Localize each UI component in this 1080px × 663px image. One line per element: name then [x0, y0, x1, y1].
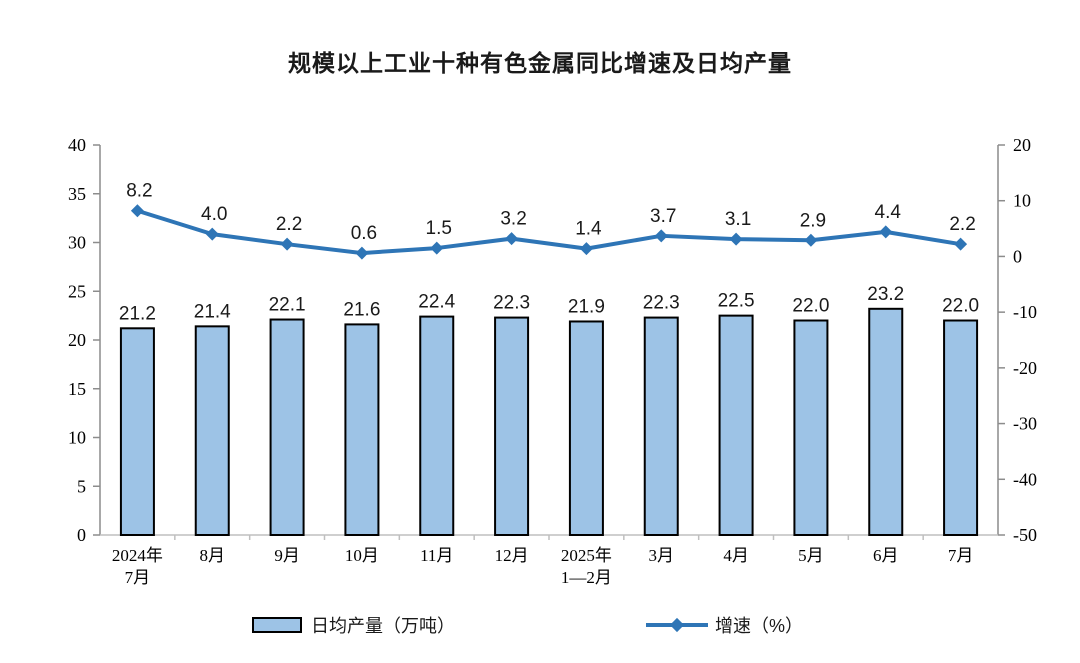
bar-value-label: 23.2 — [867, 284, 904, 305]
left-axis-tick-label: 40 — [68, 135, 86, 155]
bar — [494, 316, 530, 536]
bar — [194, 325, 230, 536]
bar — [943, 319, 979, 536]
left-axis-tick-label: 0 — [77, 525, 86, 545]
bar — [643, 316, 679, 536]
line-labels: 8.2 4.0 2.2 0.6 1.5 3.2 1.4 3.7 3.1 2.9 4.4 2.2 — [126, 181, 976, 244]
bar-series — [119, 307, 979, 536]
line-marker-diamond-icon — [729, 232, 743, 246]
line-marker-diamond-icon — [430, 241, 444, 255]
right-axis-tick-label: 0 — [1013, 246, 1022, 266]
right-axis-tick-label: 20 — [1013, 135, 1031, 155]
legend-bar-label: 日均产量（万吨） — [311, 616, 455, 636]
line-value-label: 0.6 — [351, 223, 377, 244]
line-value-label: 2.9 — [800, 210, 826, 231]
right-axis-tick-label: -30 — [1013, 414, 1037, 434]
legend-item-daily-output: 日均产量（万吨） — [252, 612, 455, 638]
growth-line — [135, 208, 963, 256]
x-category-label: 4月 — [723, 546, 749, 565]
line-marker-diamond-icon — [505, 232, 519, 246]
line-marker-diamond-icon — [579, 242, 593, 256]
x-category-label: 9月 — [274, 546, 300, 565]
chart-title: 规模以上工业十种有色金属同比增速及日均产量 — [288, 50, 792, 76]
left-axis: 0 5 10 15 20 25 30 35 40 — [68, 135, 101, 545]
right-axis-tick-label: -20 — [1013, 358, 1037, 378]
x-category-label: 11月 — [420, 546, 453, 565]
x-category-label: 10月 — [345, 546, 379, 565]
line-marker-diamond-icon — [669, 617, 685, 633]
legend: 日均产量（万吨） 增速（%） — [0, 612, 1080, 642]
bar-value-label: 22.1 — [269, 295, 306, 316]
right-axis-tick-label: -40 — [1013, 469, 1037, 489]
bar — [419, 315, 455, 536]
x-category-label: 6月 — [873, 546, 899, 565]
bar-value-label: 22.4 — [418, 292, 455, 313]
line-marker-diamond-icon — [654, 229, 668, 243]
x-category-label: 5月 — [798, 546, 824, 565]
legend-line-label: 增速（%） — [715, 616, 804, 636]
left-axis-tick-label: 35 — [68, 184, 86, 204]
line-value-label: 1.5 — [426, 218, 452, 239]
bar-value-label: 21.9 — [568, 296, 605, 317]
x-category-label: 2024年 7月 — [112, 546, 163, 587]
x-category-label: 2025年 1—2月 — [561, 546, 612, 587]
line-marker-diamond-icon — [879, 225, 893, 239]
right-axis-tick-label: 10 — [1013, 191, 1031, 211]
line-value-label: 1.4 — [575, 219, 602, 240]
combo-chart: 0 5 10 15 20 25 30 35 40 -50 -40 -30 -20 -10 0 10 20 2024… — [68, 135, 1037, 587]
bar-value-label: 22.0 — [942, 296, 979, 317]
line-marker-diamond-icon — [954, 237, 968, 251]
right-axis: -50 -40 -30 -20 -10 0 10 20 — [997, 135, 1037, 545]
bar — [568, 320, 604, 536]
left-axis-tick-label: 5 — [77, 476, 86, 496]
left-axis-tick-label: 15 — [68, 379, 86, 399]
bar-value-label: 22.3 — [643, 293, 680, 314]
line-value-label: 3.7 — [650, 206, 676, 227]
line-marker-diamond-icon — [280, 237, 294, 251]
bar — [793, 319, 829, 536]
x-category-label: 7月 — [948, 546, 974, 565]
line-value-label: 8.2 — [126, 181, 152, 202]
line-value-label: 2.2 — [949, 214, 975, 235]
bar-value-label: 22.5 — [718, 291, 755, 312]
bar — [119, 327, 155, 536]
right-axis-tick-label: -50 — [1013, 525, 1037, 545]
line-marker-diamond-icon — [130, 204, 144, 218]
bar-labels: 21.2 21.4 22.1 21.6 22.4 22.3 21.9 22.3 22.5 22.0… — [119, 284, 979, 325]
bar-series-swatch — [252, 617, 302, 633]
bar — [344, 323, 380, 536]
x-category-label: 8月 — [200, 546, 226, 565]
bar — [868, 307, 904, 536]
line-value-label: 2.2 — [276, 214, 302, 235]
line-value-label: 3.1 — [725, 209, 751, 230]
bar-value-label: 21.6 — [343, 299, 380, 320]
line-value-label: 4.0 — [201, 204, 227, 225]
left-axis-tick-label: 30 — [68, 233, 86, 253]
legend-item-growth-rate: 增速（%） — [646, 612, 803, 638]
x-category-labels: 2024年 7月 8月 9月 10月 11月 12月 2025年 1—2月 3月 4月 5月 6月 7月 — [112, 546, 973, 587]
x-category-label: 12月 — [495, 546, 529, 565]
x-axis — [100, 534, 998, 540]
line-marker-diamond-icon — [804, 233, 818, 247]
line-marker-diamond-icon — [205, 227, 219, 241]
bar-value-label: 21.4 — [194, 301, 231, 322]
x-category-label: 3月 — [649, 546, 675, 565]
line-value-label: 4.4 — [875, 202, 902, 223]
line-marker-diamond-icon — [355, 246, 369, 260]
line-markers — [130, 204, 968, 260]
bar-value-label: 22.0 — [792, 296, 829, 317]
bar — [269, 318, 305, 536]
left-axis-tick-label: 10 — [68, 428, 86, 448]
right-axis-tick-label: -10 — [1013, 302, 1037, 322]
line-value-label: 3.2 — [500, 209, 526, 230]
left-axis-tick-label: 25 — [68, 281, 86, 301]
line-series-swatch — [646, 617, 708, 633]
bar — [718, 314, 754, 536]
bar-value-label: 22.3 — [493, 293, 530, 314]
bar-value-label: 21.2 — [119, 303, 156, 324]
left-axis-tick-label: 20 — [68, 330, 86, 350]
